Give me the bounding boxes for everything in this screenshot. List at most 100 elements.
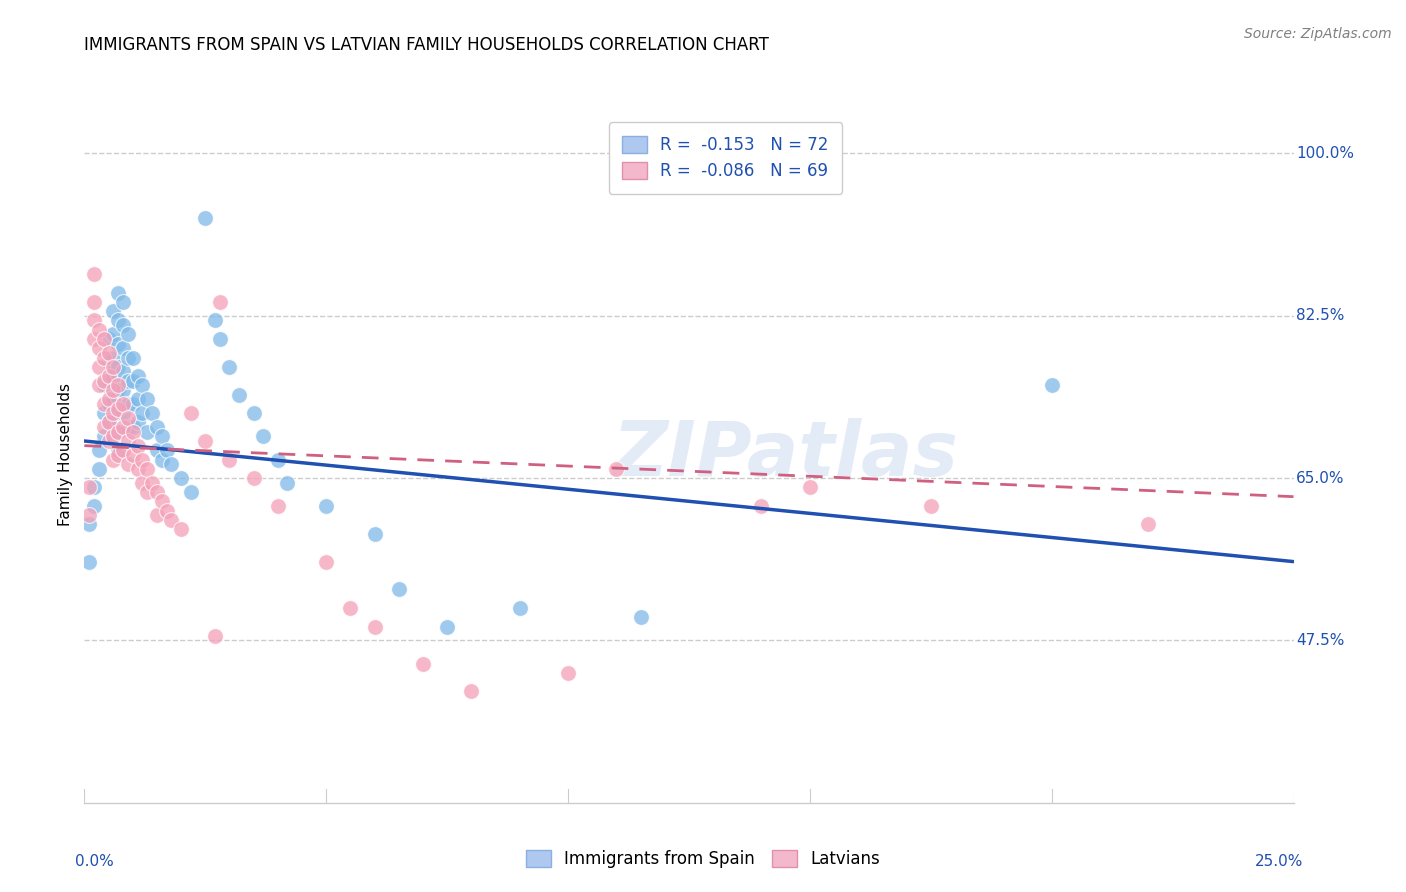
Point <box>112 443 135 458</box>
Point <box>1137 517 1160 532</box>
Point <box>412 657 434 671</box>
Point <box>107 378 129 392</box>
Point <box>103 383 125 397</box>
Point <box>87 378 110 392</box>
Point <box>131 475 153 490</box>
Point <box>136 485 159 500</box>
Point <box>112 294 135 309</box>
Point <box>363 526 385 541</box>
Point <box>146 420 169 434</box>
Point <box>388 582 411 597</box>
Point <box>112 406 135 420</box>
Point <box>83 267 105 281</box>
Point <box>131 378 153 392</box>
Point <box>107 443 129 458</box>
Point <box>228 387 250 401</box>
Point <box>150 452 173 467</box>
Text: 0.0%: 0.0% <box>75 854 114 869</box>
Text: 100.0%: 100.0% <box>1296 146 1354 161</box>
Point <box>150 429 173 443</box>
Point <box>83 480 105 494</box>
Point <box>103 452 125 467</box>
Point <box>112 364 135 378</box>
Point <box>87 323 110 337</box>
Point <box>97 416 120 430</box>
Point <box>112 420 135 434</box>
Point <box>136 392 159 407</box>
Point <box>87 359 110 374</box>
Point <box>117 410 139 425</box>
Text: Source: ZipAtlas.com: Source: ZipAtlas.com <box>1244 27 1392 41</box>
Point <box>97 397 120 411</box>
Point <box>218 359 240 374</box>
Point <box>121 351 143 365</box>
Point <box>107 406 129 420</box>
Point <box>799 480 821 494</box>
Point <box>97 355 120 369</box>
Point <box>131 406 153 420</box>
Point <box>93 406 115 420</box>
Point <box>557 665 579 680</box>
Point <box>97 434 120 448</box>
Point <box>87 443 110 458</box>
Point <box>252 429 274 443</box>
Point <box>146 443 169 458</box>
Point <box>83 499 105 513</box>
Point <box>160 457 183 471</box>
Point <box>127 416 149 430</box>
Point <box>751 499 773 513</box>
Point <box>97 369 120 384</box>
Point <box>107 285 129 300</box>
Point <box>180 485 202 500</box>
Point <box>97 392 120 407</box>
Point <box>460 684 482 698</box>
Text: 25.0%: 25.0% <box>1254 854 1303 869</box>
Point <box>107 448 129 462</box>
Point <box>112 383 135 397</box>
Point <box>87 341 110 355</box>
Point <box>93 332 115 346</box>
Point <box>107 401 129 416</box>
Point <box>136 425 159 439</box>
Point <box>103 359 125 374</box>
Point <box>117 457 139 471</box>
Text: 65.0%: 65.0% <box>1296 471 1344 485</box>
Point <box>83 332 105 346</box>
Point <box>170 522 193 536</box>
Point <box>93 374 115 388</box>
Point <box>204 313 226 327</box>
Point <box>117 351 139 365</box>
Point <box>103 392 125 407</box>
Point <box>131 452 153 467</box>
Point <box>121 420 143 434</box>
Point <box>127 392 149 407</box>
Point <box>83 294 105 309</box>
Point <box>436 619 458 633</box>
Point <box>121 425 143 439</box>
Text: IMMIGRANTS FROM SPAIN VS LATVIAN FAMILY HOUSEHOLDS CORRELATION CHART: IMMIGRANTS FROM SPAIN VS LATVIAN FAMILY … <box>84 36 769 54</box>
Point <box>103 406 125 420</box>
Point <box>208 332 231 346</box>
Point <box>83 313 105 327</box>
Point <box>136 462 159 476</box>
Point <box>127 439 149 453</box>
Point <box>77 480 100 494</box>
Point <box>77 508 100 523</box>
Point <box>160 513 183 527</box>
Point <box>77 517 100 532</box>
Text: 82.5%: 82.5% <box>1296 309 1344 323</box>
Point <box>1040 378 1063 392</box>
Point <box>107 425 129 439</box>
Point <box>267 452 290 467</box>
Point <box>315 555 337 569</box>
Legend: R =  -0.153   N = 72, R =  -0.086   N = 69: R = -0.153 N = 72, R = -0.086 N = 69 <box>609 122 842 194</box>
Point <box>180 406 202 420</box>
Point <box>103 369 125 384</box>
Point <box>103 304 125 318</box>
Point <box>103 351 125 365</box>
Point <box>242 471 264 485</box>
Point <box>920 499 942 513</box>
Point <box>315 499 337 513</box>
Point <box>150 494 173 508</box>
Point <box>121 448 143 462</box>
